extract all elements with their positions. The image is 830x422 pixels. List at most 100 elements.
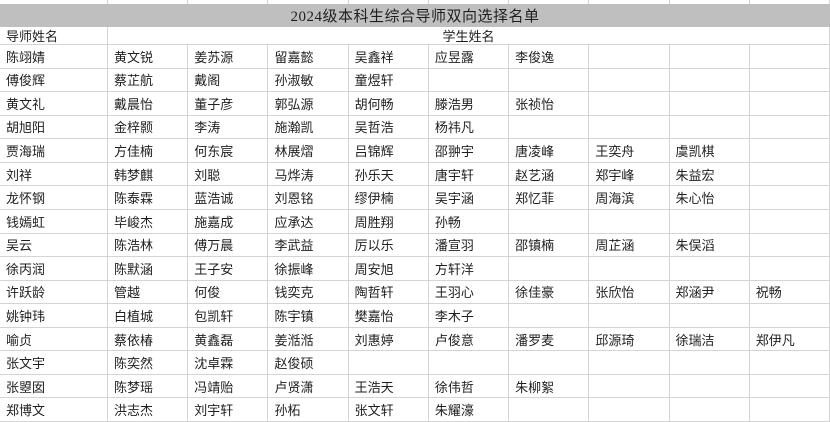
mentor-cell[interactable]: 许跃龄 xyxy=(0,280,108,305)
empty-cell[interactable] xyxy=(749,398,830,422)
student-cell[interactable]: 缪伊楠 xyxy=(348,186,429,210)
student-cell[interactable]: 刘惠婷 xyxy=(348,327,429,352)
empty-cell[interactable] xyxy=(509,209,590,234)
empty-cell[interactable] xyxy=(509,115,590,140)
student-cell[interactable]: 何俊 xyxy=(188,280,269,305)
student-cell[interactable]: 邵镇楠 xyxy=(509,233,590,258)
empty-cell[interactable] xyxy=(509,257,590,281)
empty-cell[interactable] xyxy=(589,304,670,328)
student-cell[interactable]: 刘宇轩 xyxy=(188,398,269,422)
student-cell[interactable]: 张文轩 xyxy=(348,398,429,422)
student-cell[interactable]: 戴阁 xyxy=(188,68,269,93)
student-cell[interactable]: 王浩天 xyxy=(348,374,429,399)
student-cell[interactable]: 孙柘 xyxy=(268,398,349,422)
student-cell[interactable]: 陈奕然 xyxy=(108,351,189,375)
empty-cell[interactable] xyxy=(589,92,670,116)
empty-cell[interactable] xyxy=(749,45,830,69)
student-cell[interactable]: 陈泰霖 xyxy=(108,186,189,210)
empty-cell[interactable] xyxy=(589,398,670,422)
student-cell[interactable]: 戴晨怡 xyxy=(108,92,189,116)
student-cell[interactable]: 童煜轩 xyxy=(348,68,429,93)
student-cell[interactable]: 陈梦瑶 xyxy=(108,374,189,399)
student-cell[interactable]: 黄文锐 xyxy=(108,45,189,69)
empty-cell[interactable] xyxy=(749,233,830,258)
student-cell[interactable]: 包凯轩 xyxy=(188,304,269,328)
student-cell[interactable]: 王羽心 xyxy=(428,280,510,305)
empty-cell[interactable] xyxy=(669,92,750,116)
student-cell[interactable]: 洪志杰 xyxy=(108,398,189,422)
mentor-cell[interactable]: 姚钟玮 xyxy=(0,304,108,328)
mentor-cell[interactable]: 傅俊辉 xyxy=(0,68,108,93)
empty-cell[interactable] xyxy=(669,45,750,69)
student-cell[interactable]: 郑宇峰 xyxy=(589,162,670,187)
empty-cell[interactable] xyxy=(669,115,750,140)
student-cell[interactable]: 郑涵尹 xyxy=(669,280,750,305)
mentor-cell[interactable]: 黄文礼 xyxy=(0,92,108,116)
empty-cell[interactable] xyxy=(589,374,670,399)
student-cell[interactable]: 方佳楠 xyxy=(108,139,189,163)
mentor-cell[interactable]: 龙怀钢 xyxy=(0,186,108,210)
student-cell[interactable]: 张欣怡 xyxy=(589,280,670,305)
empty-cell[interactable] xyxy=(348,351,429,375)
student-cell[interactable]: 吴鑫祥 xyxy=(348,45,429,69)
student-cell[interactable]: 蔡依椿 xyxy=(108,327,189,352)
header-mentor-cell[interactable]: 导师姓名 xyxy=(0,27,108,45)
student-cell[interactable]: 董子彦 xyxy=(188,92,269,116)
student-cell[interactable]: 周安旭 xyxy=(348,257,429,281)
student-cell[interactable]: 杨祎凡 xyxy=(428,115,510,140)
mentor-cell[interactable]: 喻贞 xyxy=(0,327,108,352)
mentor-cell[interactable]: 贾海瑞 xyxy=(0,139,108,163)
empty-cell[interactable] xyxy=(749,92,830,116)
student-cell[interactable]: 滕浩男 xyxy=(428,92,510,116)
student-cell[interactable]: 张祯怡 xyxy=(509,92,590,116)
empty-cell[interactable] xyxy=(669,351,750,375)
student-cell[interactable]: 金梓颢 xyxy=(108,115,189,140)
mentor-cell[interactable]: 胡旭阳 xyxy=(0,115,108,140)
student-cell[interactable]: 朱柳絮 xyxy=(509,374,590,399)
student-cell[interactable]: 李武益 xyxy=(268,233,349,258)
student-cell[interactable]: 韩梦麒 xyxy=(108,162,189,187)
student-cell[interactable]: 管越 xyxy=(108,280,189,305)
empty-cell[interactable] xyxy=(589,115,670,140)
student-cell[interactable]: 刘聪 xyxy=(188,162,269,187)
student-cell[interactable]: 吕锦辉 xyxy=(348,139,429,163)
student-cell[interactable]: 卢俊意 xyxy=(428,327,510,352)
student-cell[interactable]: 邱源琦 xyxy=(589,327,670,352)
empty-cell[interactable] xyxy=(749,68,830,93)
empty-cell[interactable] xyxy=(749,374,830,399)
empty-cell[interactable] xyxy=(749,162,830,187)
empty-cell[interactable] xyxy=(669,209,750,234)
student-cell[interactable]: 留嘉懿 xyxy=(268,45,349,69)
student-cell[interactable]: 李俊逸 xyxy=(509,45,590,69)
empty-cell[interactable] xyxy=(589,68,670,93)
student-cell[interactable]: 朱心怡 xyxy=(669,186,750,210)
empty-cell[interactable] xyxy=(749,139,830,163)
empty-cell[interactable] xyxy=(509,68,590,93)
student-cell[interactable]: 施嘉成 xyxy=(188,209,269,234)
mentor-cell[interactable]: 陈翊婧 xyxy=(0,45,108,69)
student-cell[interactable]: 马烨涛 xyxy=(268,162,349,187)
student-cell[interactable]: 刘恩铭 xyxy=(268,186,349,210)
empty-cell[interactable] xyxy=(749,115,830,140)
student-cell[interactable]: 陈默涵 xyxy=(108,257,189,281)
student-cell[interactable]: 白植城 xyxy=(108,304,189,328)
empty-cell[interactable] xyxy=(428,68,510,93)
student-cell[interactable]: 傅万晨 xyxy=(188,233,269,258)
empty-cell[interactable] xyxy=(749,257,830,281)
empty-cell[interactable] xyxy=(749,304,830,328)
student-cell[interactable]: 唐宇轩 xyxy=(428,162,510,187)
student-cell[interactable]: 孙淑敏 xyxy=(268,68,349,93)
student-cell[interactable]: 朱耀濠 xyxy=(428,398,510,422)
student-cell[interactable]: 方轩洋 xyxy=(428,257,510,281)
student-cell[interactable]: 虞凯棋 xyxy=(669,139,750,163)
empty-cell[interactable] xyxy=(509,351,590,375)
student-cell[interactable]: 应昱露 xyxy=(428,45,510,69)
student-cell[interactable]: 潘罗麦 xyxy=(509,327,590,352)
student-cell[interactable]: 陈宇镇 xyxy=(268,304,349,328)
student-cell[interactable]: 赵艺涵 xyxy=(509,162,590,187)
student-cell[interactable]: 朱俣滔 xyxy=(669,233,750,258)
student-cell[interactable]: 邵翀宇 xyxy=(428,139,510,163)
student-cell[interactable]: 孙畅 xyxy=(428,209,510,234)
student-cell[interactable]: 胡何畅 xyxy=(348,92,429,116)
header-students-cell[interactable]: 学生姓名 xyxy=(108,27,830,45)
